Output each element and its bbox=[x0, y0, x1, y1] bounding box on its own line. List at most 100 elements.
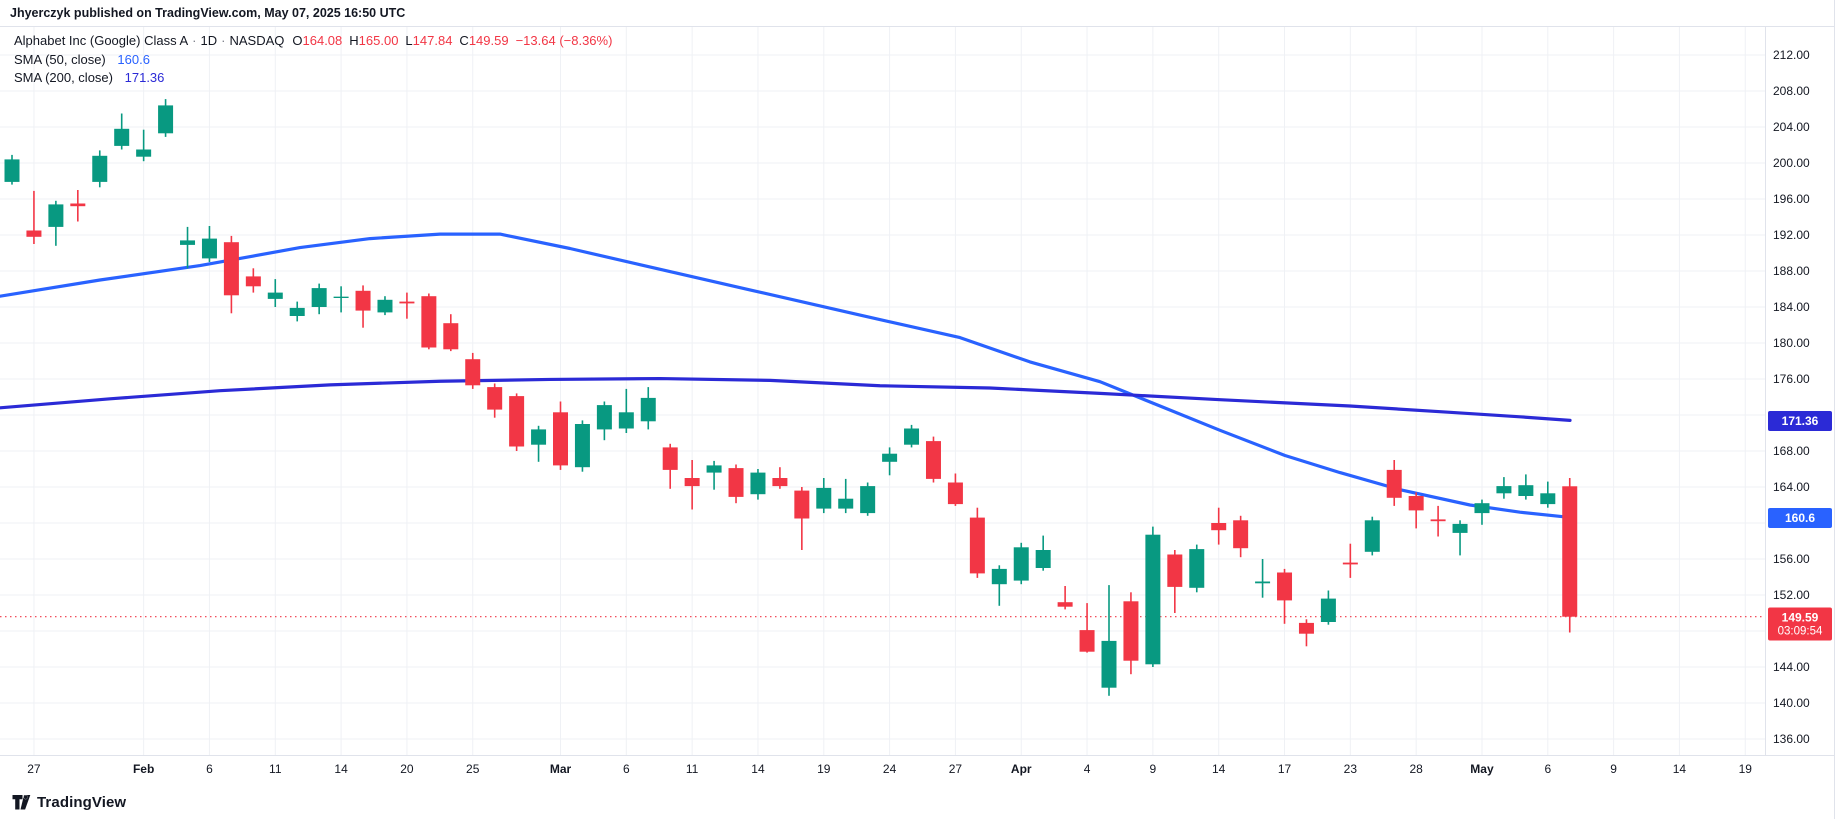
candle-body bbox=[1364, 520, 1380, 552]
attribution-bar: Jhyerczyk published on TradingView.com, … bbox=[0, 0, 1834, 27]
symbol-row[interactable]: Alphabet Inc (Google) Class A · 1D · NASDAQ O… bbox=[14, 32, 612, 51]
time-tick-label: 14 bbox=[751, 762, 765, 776]
candle-body bbox=[1342, 562, 1358, 565]
time-tick-label: 14 bbox=[334, 762, 348, 776]
separator-dot: · bbox=[221, 33, 226, 48]
time-tick-label: 9 bbox=[1610, 762, 1617, 776]
candle-body bbox=[158, 105, 174, 134]
candle-body bbox=[1233, 520, 1249, 549]
candle-body bbox=[1518, 485, 1534, 496]
high-value: 165.00 bbox=[358, 33, 399, 48]
low-value: 147.84 bbox=[412, 33, 453, 48]
candle-body bbox=[311, 288, 327, 307]
time-tick-label: 27 bbox=[27, 762, 41, 776]
time-tick-label: 9 bbox=[1149, 762, 1157, 776]
candle-body bbox=[838, 498, 854, 509]
candle-body bbox=[1167, 554, 1183, 587]
price-tick-label: 164.00 bbox=[1773, 480, 1810, 494]
open-label: O bbox=[292, 33, 303, 48]
candle-body bbox=[333, 296, 349, 298]
candle-body bbox=[1408, 496, 1424, 511]
time-tick-label: Apr bbox=[1010, 762, 1032, 776]
change-value: −13.64 (−8.36%) bbox=[515, 33, 613, 48]
price-tick-label: 204.00 bbox=[1773, 120, 1810, 134]
legend: Alphabet Inc (Google) Class A · 1D · NASDAQ O… bbox=[14, 32, 612, 88]
candle-body bbox=[904, 428, 920, 445]
sma200-row[interactable]: SMA (200, close) 171.36 bbox=[14, 69, 612, 88]
candle-body bbox=[509, 396, 525, 447]
ohlc-values: O164.08 H165.00 L147.84 C149.59 −13.64 (−8.3… bbox=[292, 33, 612, 48]
price-tick-label: 176.00 bbox=[1773, 372, 1810, 386]
time-tick-label: 17 bbox=[1277, 762, 1292, 776]
candle-body bbox=[1013, 547, 1029, 581]
candle-body bbox=[1540, 493, 1556, 505]
price-tick-label: 168.00 bbox=[1773, 444, 1810, 458]
time-tick-label: 24 bbox=[882, 762, 897, 776]
candle-body bbox=[662, 447, 678, 470]
time-tick-label: 20 bbox=[400, 762, 414, 776]
price-tick-label: 144.00 bbox=[1773, 660, 1810, 674]
candle-body bbox=[92, 155, 108, 182]
candle-body bbox=[772, 478, 788, 487]
sma200-value: 171.36 bbox=[124, 70, 165, 85]
high-label: H bbox=[349, 33, 359, 48]
candle-body bbox=[947, 482, 963, 505]
footer-bar: TradingView bbox=[0, 785, 1834, 819]
candle-body bbox=[574, 424, 590, 468]
sma200-line[interactable] bbox=[0, 376, 1572, 422]
candle-body bbox=[531, 429, 547, 445]
candle-body bbox=[465, 359, 481, 386]
candle-body bbox=[750, 472, 766, 495]
candle-body bbox=[969, 517, 985, 574]
time-tick-label: 11 bbox=[269, 762, 282, 776]
candle-body bbox=[136, 149, 152, 157]
candle-body bbox=[289, 307, 305, 316]
tradingview-logo[interactable]: TradingView bbox=[12, 794, 126, 811]
candle-body bbox=[201, 238, 217, 259]
candle-body bbox=[443, 323, 459, 350]
candle-body bbox=[267, 292, 283, 299]
price-tick-label: 156.00 bbox=[1773, 552, 1810, 566]
candle-body bbox=[1277, 572, 1293, 601]
price-badge-sma200: 171.36 bbox=[1768, 410, 1832, 431]
price-tick-label: 180.00 bbox=[1773, 336, 1810, 350]
time-tick-label: May bbox=[1470, 762, 1494, 776]
candle-body bbox=[4, 159, 20, 182]
candle-body bbox=[114, 128, 130, 146]
candle-body bbox=[1079, 630, 1095, 652]
low-label: L bbox=[405, 33, 413, 48]
sma50-row[interactable]: SMA (50, close) 160.6 bbox=[14, 51, 612, 70]
attribution-text: Jhyerczyk published on TradingView.com, … bbox=[10, 6, 406, 20]
candle-body bbox=[1101, 640, 1117, 688]
candle-body bbox=[1320, 598, 1336, 622]
price-tick-label: 184.00 bbox=[1773, 300, 1810, 314]
candle-body bbox=[794, 490, 810, 519]
price-tick-label: 192.00 bbox=[1773, 228, 1810, 242]
candle-body bbox=[1211, 523, 1227, 531]
candle-body bbox=[180, 240, 196, 245]
separator-dot: · bbox=[192, 33, 197, 48]
candle-body bbox=[1562, 486, 1578, 617]
candle-body bbox=[377, 299, 393, 313]
interval-label: 1D bbox=[200, 33, 218, 48]
candle-body bbox=[728, 468, 744, 497]
price-tick-label: 212.00 bbox=[1773, 48, 1810, 62]
time-tick-label: 6 bbox=[622, 762, 630, 776]
price-tick-label: 200.00 bbox=[1773, 156, 1810, 170]
tradingview-logo-text: TradingView bbox=[37, 793, 127, 811]
exchange-label: NASDAQ bbox=[229, 33, 285, 48]
chart-pane[interactable] bbox=[0, 27, 1765, 755]
sma50-line[interactable] bbox=[0, 232, 1565, 519]
candle-body bbox=[223, 242, 239, 296]
close-label: C bbox=[459, 33, 469, 48]
time-tick-label: 11 bbox=[685, 762, 699, 776]
price-tick-label: 152.00 bbox=[1773, 588, 1810, 602]
candle-body bbox=[26, 230, 42, 237]
candle-body bbox=[816, 487, 832, 509]
time-tick-label: Feb bbox=[132, 762, 155, 776]
time-axis[interactable]: 27 Feb 6 11 14 20 25 Mar 6 11 14 19 24 27 Apr 4 9 14 17 23 2… bbox=[0, 755, 1834, 785]
candle-body bbox=[640, 397, 656, 422]
price-axis[interactable]: 212.00 208.00 204.00 200.00 196.00 192.00 188.… bbox=[1765, 27, 1834, 755]
time-tick-label: 14 bbox=[1672, 762, 1687, 776]
